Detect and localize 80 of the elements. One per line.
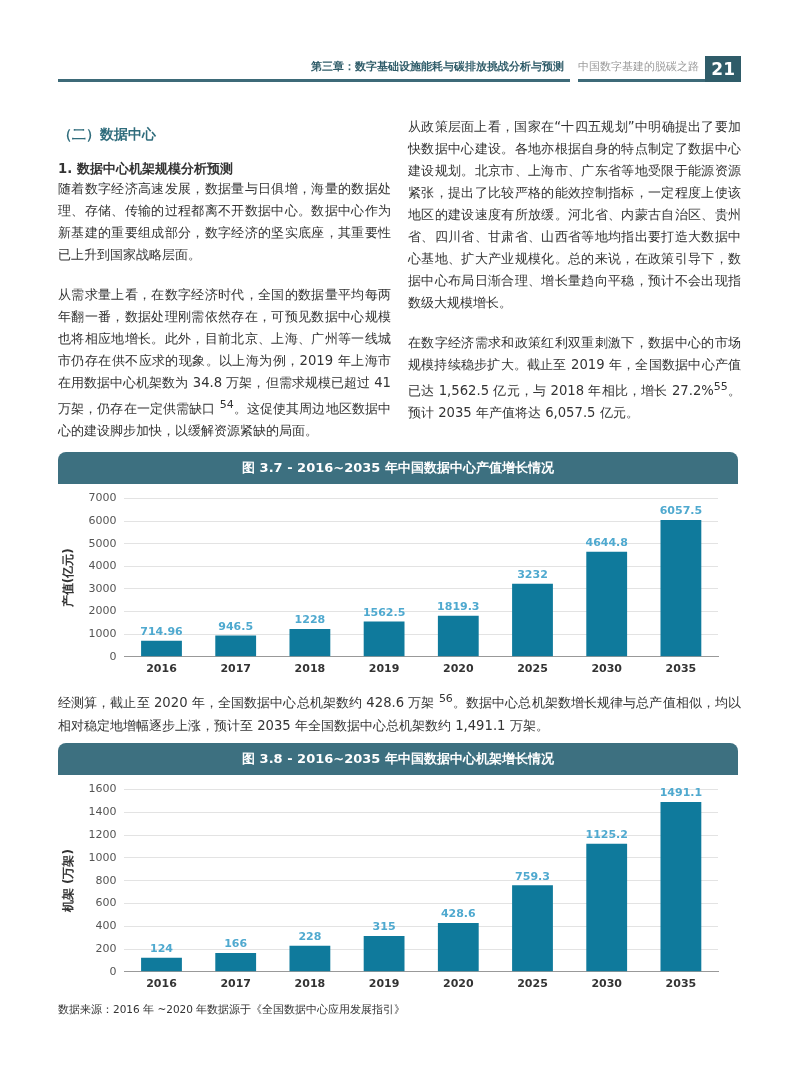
x-tick-label: 2020 — [442, 977, 474, 991]
bar — [289, 945, 331, 972]
x-tick-label: 2016 — [146, 662, 178, 676]
y-tick-label: 7000 — [88, 491, 117, 505]
y-axis-title: 机架 (万架) — [61, 848, 76, 914]
text: 第三章：数字基础设施能耗与碳排放挑战分析与预测 — [58, 60, 571, 82]
y-tick-label: 5000 — [88, 537, 117, 551]
y-axis-title: 产值(亿元) — [61, 548, 76, 609]
x-tick-label: 2025 — [517, 662, 548, 676]
y-tick-label: 1200 — [88, 827, 117, 841]
data-label: 124 — [150, 941, 174, 955]
bar — [586, 552, 628, 657]
text: 中国数字基建的脱碳之路 — [578, 60, 706, 82]
data-label: 166 — [224, 937, 248, 951]
text: 随着数字经济高速发展，数据量与日俱增，海量的数据处理、存储、传输的过程都离不开数据中心。数据中心作为新基建的重要组成部分，数字经济的坚实底座，其重要性已上升到国家战略层面。 — [58, 180, 391, 264]
bar — [660, 520, 702, 657]
x-tick-label: 2020 — [442, 662, 474, 676]
x-tick-label: 2035 — [665, 977, 697, 991]
source-note: 数据来源：2016 年 ~2020 年数据源于《全国数据中心应用发展指引》 — [58, 1002, 407, 1017]
bar — [141, 641, 182, 657]
bar — [512, 584, 553, 657]
x-tick-label: 2035 — [665, 662, 697, 676]
text: 1. 数据中心机架规模分析预测 — [58, 160, 234, 178]
y-tick-label: 1000 — [88, 850, 117, 864]
y-tick-label: 200 — [95, 941, 117, 955]
data-label: 228 — [298, 929, 322, 943]
text: 从需求量上看，在数字经济时代，全国的数据量平均每两年翻一番，数据处理刚需依然存在，可预见数据中心规模也将相应地增长。此外，目前北京、上海、广州等一线城市仍存在供不应求的现象。以上海为例，2019 年上海市在用数据中心机架数为 34.8 万架，但需求规模已超过 41 万架，仍存在一定供需缺口 $^{54}$。这促使其周边地区数据中心的建设脚步加快，以缓解资源紧缺的局面。 — [58, 287, 391, 439]
x-tick-label: 2018 — [294, 977, 326, 991]
bar — [363, 935, 405, 972]
y-tick-label: 1000 — [88, 627, 117, 641]
bar — [437, 616, 479, 657]
data-label: 759.3 — [515, 869, 550, 883]
bar — [141, 957, 182, 972]
text: 21 — [705, 56, 741, 82]
data-label: 1819.3 — [437, 600, 480, 614]
y-tick-label: 4000 — [88, 559, 117, 573]
x-tick-label: 2030 — [591, 977, 623, 991]
data-label: 1228 — [294, 613, 326, 627]
bar — [215, 635, 257, 657]
y-tick-label: 1600 — [88, 782, 117, 796]
x-tick-label: 2019 — [368, 662, 400, 676]
y-tick-label: 6000 — [88, 514, 117, 528]
text: 经测算，截止至 2020 年，全国数据中心总机架数约 428.6 万架 $^{56}$。数据中心总机架数增长规律与总产值相似，均以相对稳定地增幅逐步上涨，预计至 2035 年全国数据中心总机架数约 1,491.1 万架。 — [58, 691, 741, 735]
y-tick-label: 800 — [95, 873, 117, 887]
x-tick-label: 2025 — [517, 977, 548, 991]
y-tick-label: 3000 — [88, 582, 117, 596]
chart-title: 图 3.7 - 2016~2035 年中国数据中心产值增长情况 — [58, 452, 738, 485]
bar — [289, 629, 331, 657]
y-tick-label: 2000 — [88, 604, 117, 618]
data-label: 714.96 — [140, 625, 184, 639]
data-label: 1562.5 — [362, 606, 406, 620]
bar — [437, 922, 479, 972]
text: 从政策层面上看，国家在“十四五规划”中明确提出了要加快数据中心建设。各地亦根据自身的特点制定了数据中心建设规划。北京市、上海市、广东省等地受限于能源资源紧张，提出了比较严格的能效控制指标，一定程度上使该地区的建设速度有所放缓。河北省、内蒙古自治区、贵州省、四川省、甘肃省、山西省等地均指出要打造大数据中心基地、扩大产业规模化。总的来说，在政策引导下，数据中心布局日渐合理、增长量趋向平稳，预计不会出现指数级大规模增长。 — [408, 119, 741, 310]
data-label: 428.6 — [440, 907, 477, 921]
y-tick-label: 0 — [109, 964, 117, 978]
x-tick-label: 2016 — [146, 977, 178, 991]
y-tick-label: 600 — [95, 896, 117, 910]
x-tick-label: 2030 — [591, 662, 623, 676]
x-tick-label: 2017 — [220, 662, 252, 676]
x-tick-label: 2017 — [220, 977, 252, 991]
data-label: 4644.8 — [585, 536, 628, 550]
bar — [660, 801, 702, 972]
bar — [215, 952, 257, 972]
data-label: 946.5 — [218, 620, 254, 634]
text: 在数字经济需求和政策红利双重刺激下，数据中心的市场规模持续稳步扩大。截止至 2019 年，全国数据中心产值已达 1,562.5 亿元，与 2018 年相比，增长 27.2%$^{55}$。预计 2035 年产值将达 6,057.5 亿元。 — [408, 335, 742, 421]
data-label: 1125.2 — [585, 827, 628, 841]
x-tick-label: 2019 — [368, 977, 400, 991]
y-tick-label: 0 — [109, 650, 117, 664]
data-label: 6057.5 — [659, 504, 703, 518]
text: （二）数据中心 — [58, 126, 157, 144]
chart-title: 图 3.8 - 2016~2035 年中国数据中心机架增长情况 — [58, 742, 738, 775]
x-tick-label: 2018 — [294, 662, 326, 676]
bar — [363, 621, 405, 657]
data-label: 1491.1 — [659, 786, 703, 800]
y-tick-label: 1400 — [88, 805, 117, 819]
bar — [586, 843, 628, 972]
data-label: 3232 — [517, 568, 548, 582]
bar — [512, 885, 553, 972]
y-tick-label: 400 — [95, 918, 117, 932]
data-label: 315 — [372, 920, 396, 934]
